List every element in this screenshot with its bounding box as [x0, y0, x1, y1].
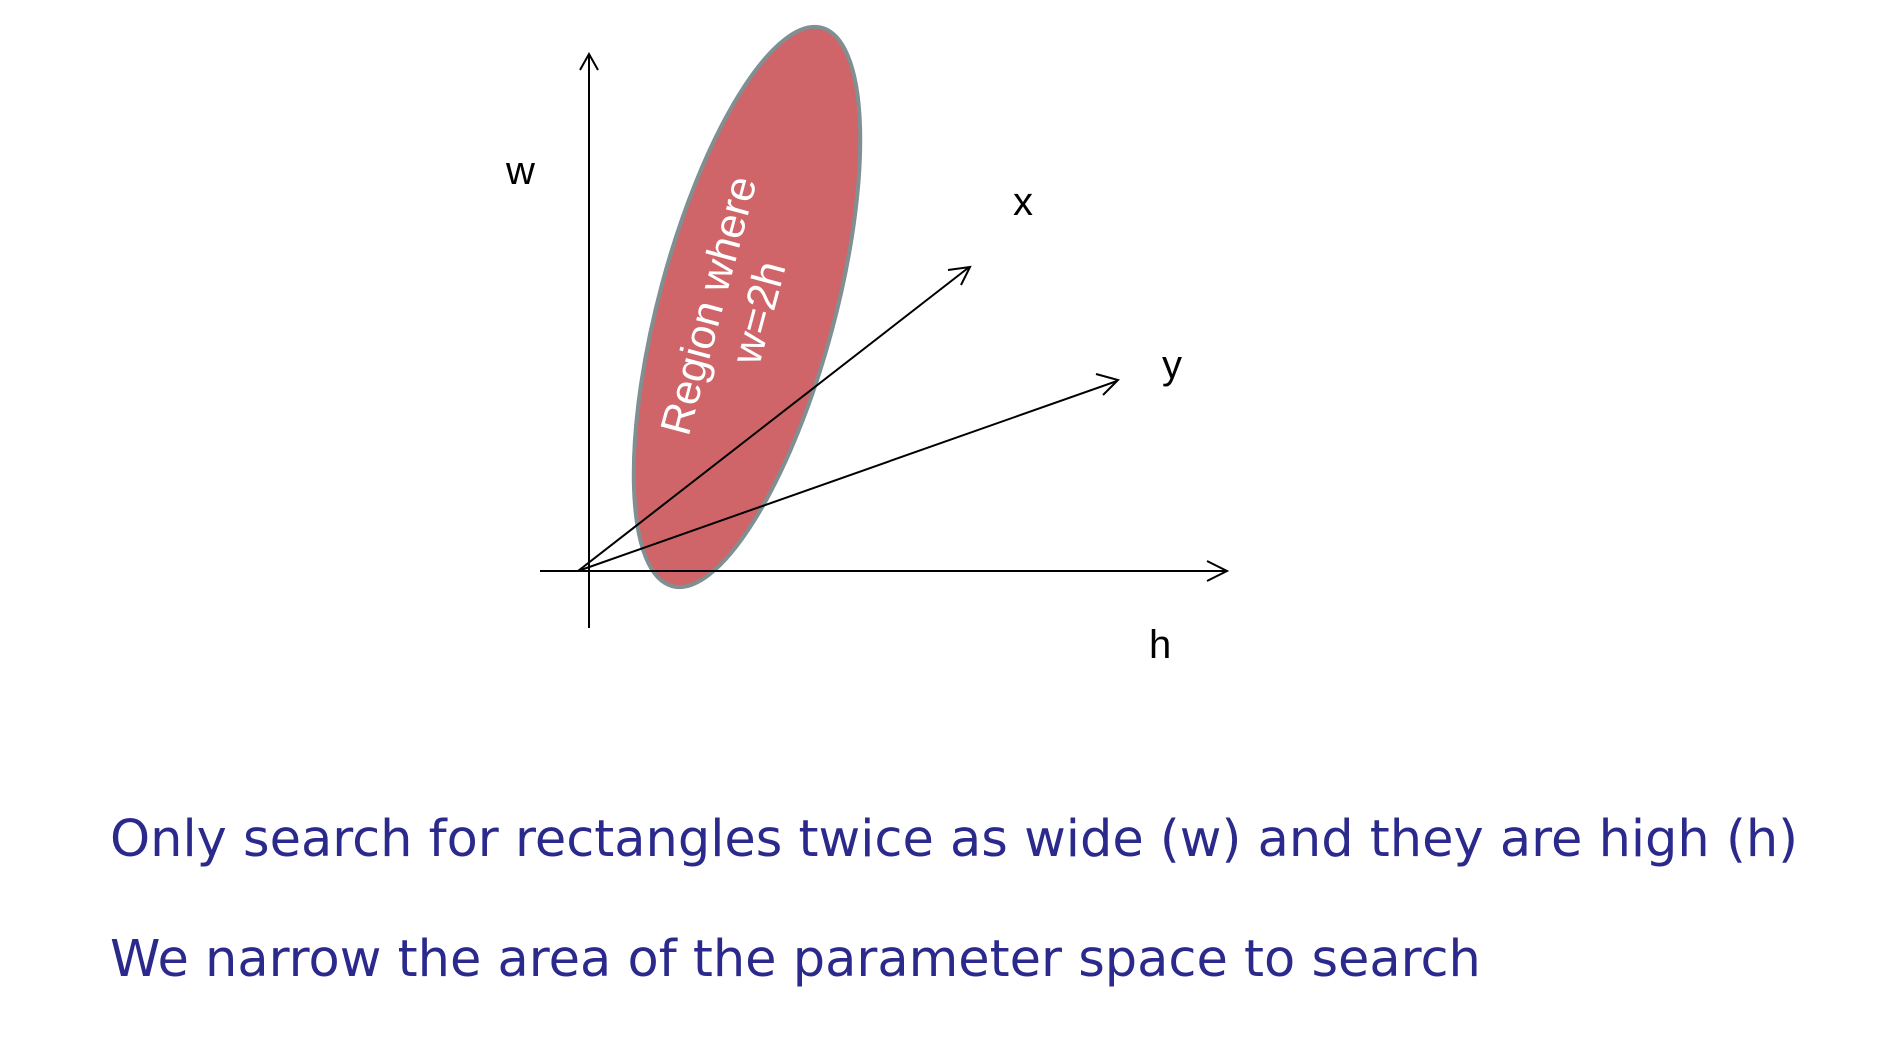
caption-search-constraint: Only search for rectangles twice as wide…	[110, 810, 1799, 869]
x-ray-label: x	[1013, 180, 1033, 224]
caption-narrow-parameter-space: We narrow the area of the parameter spac…	[110, 930, 1481, 989]
h-axis-arrowhead	[1206, 560, 1230, 582]
w-axis-label: w	[505, 149, 535, 193]
x-ray-arrowhead	[947, 265, 972, 286]
h-axis-label: h	[1149, 623, 1171, 667]
x-ray-line	[577, 267, 969, 572]
y-ray-label: y	[1162, 343, 1182, 387]
y-ray-arrowhead	[1095, 373, 1120, 396]
y-ray-line	[577, 380, 1118, 572]
region-ellipse	[631, 24, 863, 590]
w-axis-arrowhead	[579, 51, 599, 71]
